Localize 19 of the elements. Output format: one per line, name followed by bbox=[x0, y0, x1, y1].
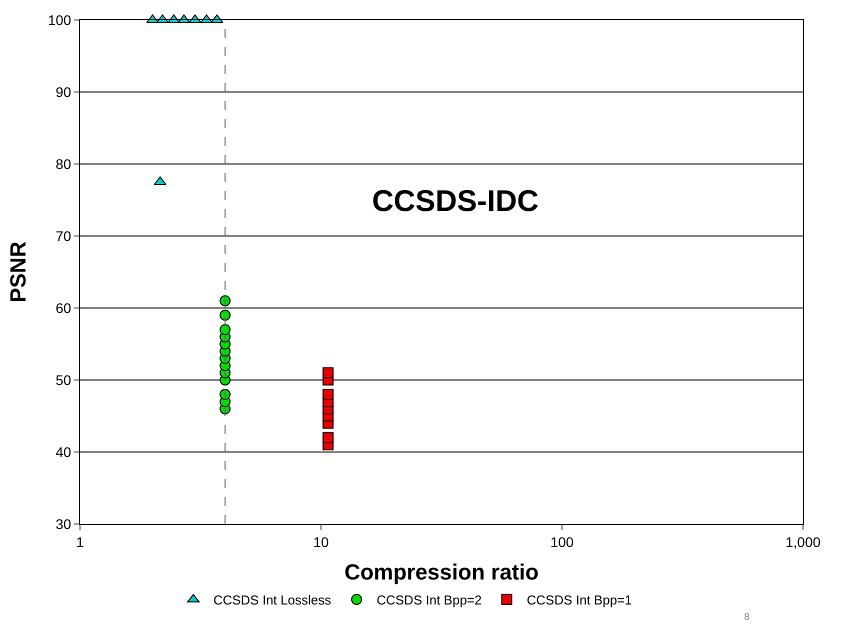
legend-label: CCSDS Int Lossless bbox=[213, 592, 332, 608]
y-tick-label: 100 bbox=[48, 12, 72, 28]
x-tick-label: 10 bbox=[313, 534, 329, 550]
x-axis-title: Compression ratio bbox=[344, 560, 539, 585]
y-tick-label: 40 bbox=[56, 444, 72, 460]
annotation: CCSDS-IDC bbox=[372, 185, 539, 218]
x-tick-label: 1,000 bbox=[785, 534, 821, 550]
y-tick-label: 30 bbox=[56, 516, 72, 532]
x-tick-label: 100 bbox=[550, 534, 574, 550]
text: 8 bbox=[744, 612, 750, 623]
y-tick-label: 70 bbox=[56, 228, 72, 244]
legend-label: CCSDS Int Bpp=1 bbox=[526, 592, 632, 608]
y-tick-label: 90 bbox=[56, 84, 72, 100]
y-tick-label: 50 bbox=[56, 372, 72, 388]
y-tick-label: 80 bbox=[56, 156, 72, 172]
legend-label: CCSDS Int Bpp=2 bbox=[376, 592, 482, 608]
x-tick-label: 1 bbox=[76, 534, 84, 550]
y-tick-label: 60 bbox=[56, 300, 72, 316]
y-axis-title: PSNR bbox=[6, 241, 31, 303]
